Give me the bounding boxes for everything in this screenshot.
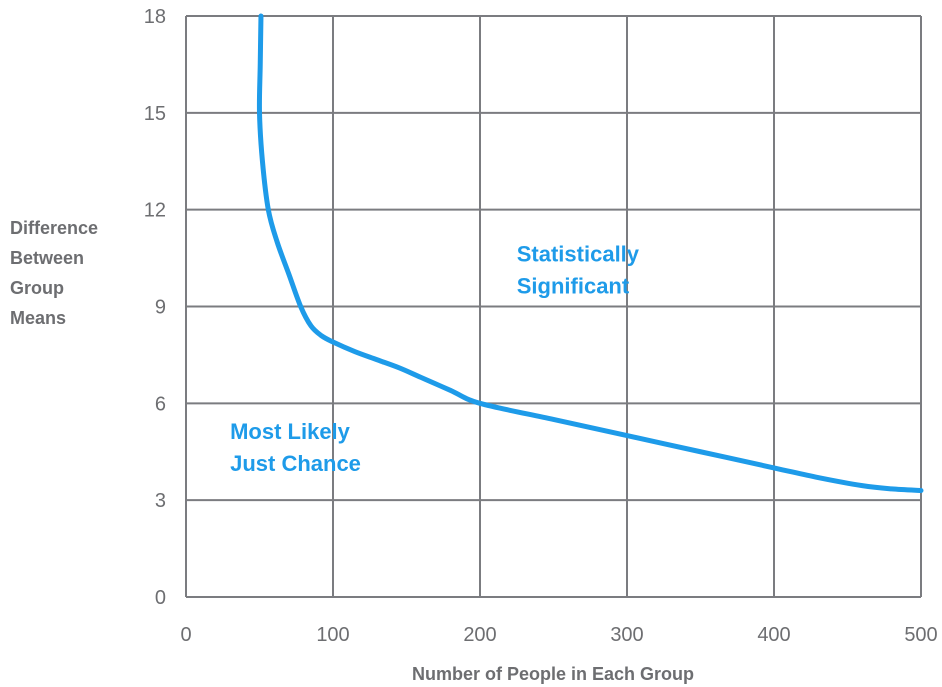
y-tick-label: 3: [155, 490, 166, 512]
grid: [185, 15, 922, 598]
axis-labels: Number of People in Each Group Differenc…: [10, 218, 694, 684]
y-tick-label: 15: [144, 103, 166, 125]
y-tick-label: 18: [144, 6, 166, 28]
significance-curve: [256, 13, 924, 493]
annotation-line: Just Chance: [230, 451, 361, 476]
y-tick-label: 9: [155, 297, 166, 319]
x-tick-label: 400: [757, 624, 790, 646]
annotation-line: Most Likely: [230, 419, 351, 444]
annotation-chance: Most Likely Just Chance: [230, 419, 361, 476]
x-tick-label: 200: [463, 624, 496, 646]
y-axis-label-line: Group: [10, 278, 64, 298]
y-tick-label: 12: [144, 200, 166, 222]
y-tick-label: 0: [155, 587, 166, 609]
x-tick-label: 0: [180, 624, 191, 646]
y-axis-label-line: Between: [10, 248, 84, 268]
annotation-line: Statistically: [517, 241, 640, 266]
x-tick-label: 300: [610, 624, 643, 646]
x-tick-label: 500: [904, 624, 937, 646]
y-axis-label-line: Means: [10, 308, 66, 328]
y-tick-label: 6: [155, 393, 166, 415]
x-axis-label: Number of People in Each Group: [412, 664, 694, 684]
tick-labels: 0 100 200 300 400 500 0 3 6 9 12 15 18: [144, 6, 938, 646]
y-axis-label: Difference Between Group Means: [10, 218, 98, 328]
annotations: Statistically Significant Most Likely Just …: [230, 241, 640, 476]
annotation-line: Significant: [517, 273, 630, 298]
y-axis-label-line: Difference: [10, 218, 98, 238]
x-tick-label: 100: [316, 624, 349, 646]
series: [256, 13, 924, 493]
annotation-significant: Statistically Significant: [517, 241, 640, 298]
